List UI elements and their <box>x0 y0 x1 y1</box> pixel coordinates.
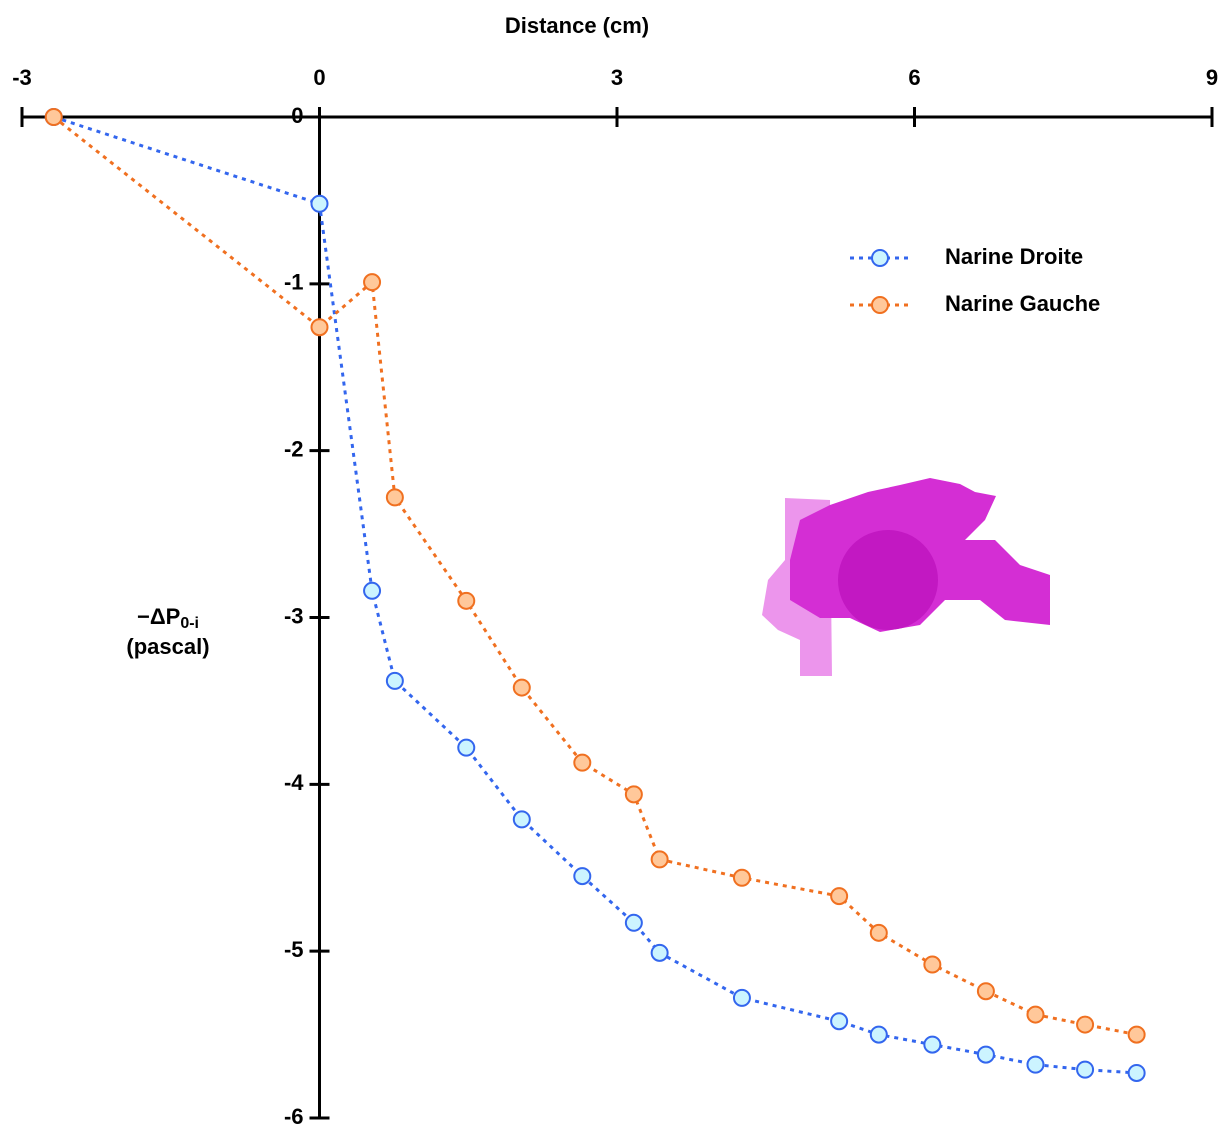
data-point <box>1127 1025 1146 1044</box>
data-point <box>624 913 643 932</box>
data-point <box>976 982 995 1001</box>
data-point <box>1026 1055 1045 1074</box>
data-point <box>385 671 404 690</box>
data-point <box>650 943 669 962</box>
y-tick-label: -6 <box>284 1104 304 1129</box>
legend-marker <box>871 296 889 314</box>
x-tick-label: 3 <box>611 65 623 90</box>
y-tick-label: -3 <box>284 603 304 628</box>
data-point <box>976 1045 995 1064</box>
data-point <box>512 810 531 829</box>
data-point <box>44 108 63 126</box>
data-point <box>830 1012 849 1031</box>
data-point <box>1076 1015 1095 1034</box>
y-axis-unit: (pascal) <box>126 634 209 659</box>
data-point <box>869 1025 888 1044</box>
nasal-cavity-image <box>762 478 1050 676</box>
data-point <box>732 868 751 887</box>
data-point <box>310 194 329 213</box>
y-tick-label: -5 <box>284 937 304 962</box>
x-tick-label: 6 <box>908 65 920 90</box>
data-point <box>624 785 643 804</box>
y-label-main: −ΔP <box>137 604 180 629</box>
y-tick-label: -1 <box>284 270 304 295</box>
legend-label: Narine Gauche <box>945 291 1100 316</box>
y-tick-label: -4 <box>284 770 304 795</box>
data-point <box>385 488 404 507</box>
data-point <box>512 678 531 697</box>
x-tick-label: 0 <box>313 65 325 90</box>
data-point <box>363 581 382 600</box>
data-point <box>363 273 382 292</box>
y-tick-label: 0 <box>291 103 303 128</box>
data-point <box>457 591 476 610</box>
legend-marker <box>871 249 889 267</box>
y-axis-label: −ΔP0-i <box>137 604 199 632</box>
y-tick-label: -2 <box>284 436 304 461</box>
data-point <box>1127 1063 1146 1082</box>
data-point <box>310 318 329 337</box>
y-label-sub: 0-i <box>180 615 199 632</box>
x-tick-label: 9 <box>1206 65 1218 90</box>
data-point <box>732 988 751 1007</box>
data-point <box>923 955 942 974</box>
legend-label: Narine Droite <box>945 244 1083 269</box>
data-point <box>869 923 888 942</box>
data-point <box>650 850 669 869</box>
data-point <box>573 867 592 886</box>
data-point <box>1026 1005 1045 1024</box>
data-point <box>923 1035 942 1054</box>
x-tick-label: -3 <box>12 65 32 90</box>
data-point <box>1076 1060 1095 1079</box>
data-point <box>573 753 592 772</box>
axis-title: Distance (cm) <box>505 13 649 38</box>
data-point <box>830 887 849 906</box>
data-point <box>457 738 476 757</box>
